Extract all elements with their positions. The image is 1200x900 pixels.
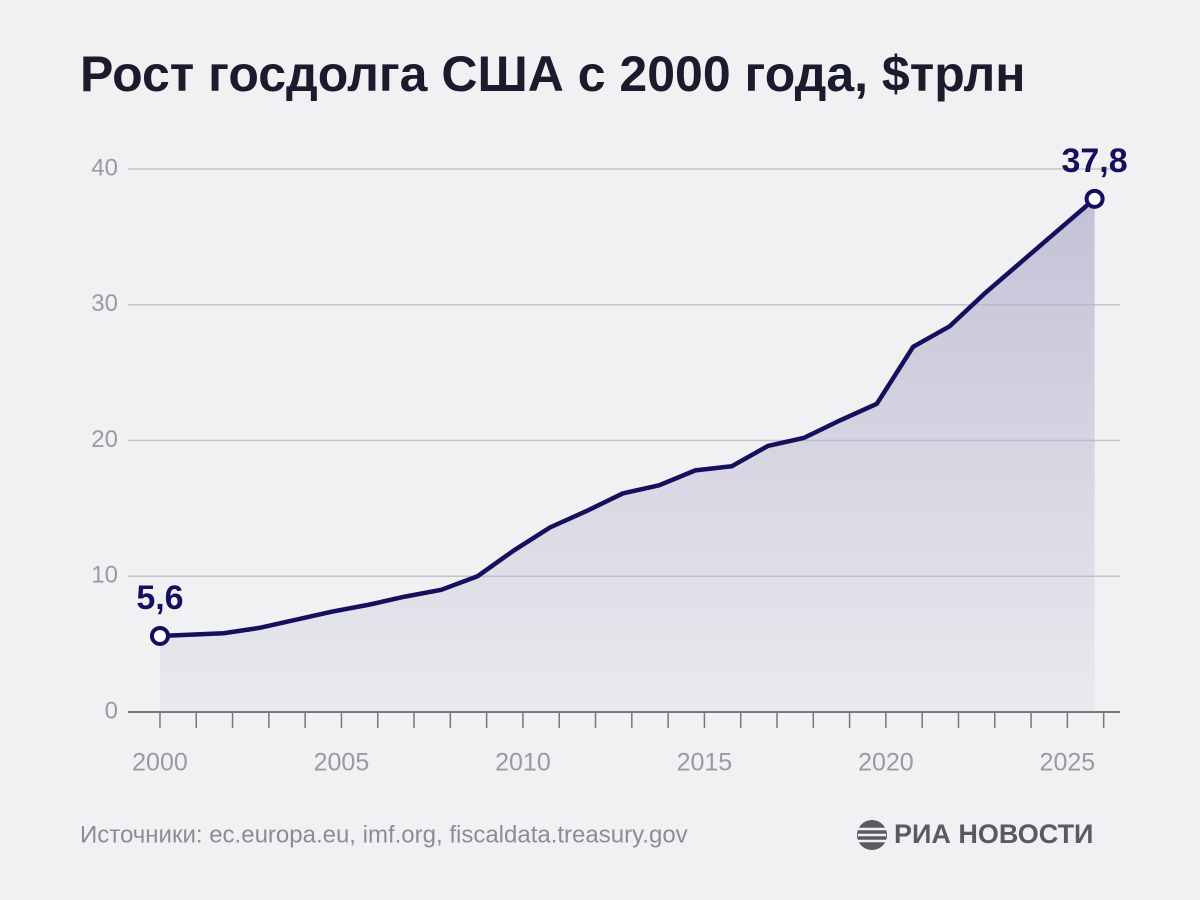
x-tick-label: 2010: [495, 749, 551, 777]
x-tick-label: 2015: [677, 749, 733, 777]
y-tick-label: 30: [91, 290, 118, 317]
logo-stripes: [858, 827, 886, 843]
chart-title: Рост госдолга США с 2000 года, $трлн: [80, 46, 1025, 102]
area-fill: [159, 198, 1095, 713]
y-tick-label: 20: [91, 426, 118, 453]
x-tick-label: 2020: [858, 749, 914, 777]
x-tick-label: 2000: [132, 749, 188, 777]
data-line: [159, 197, 1097, 639]
brand-logo: РИА НОВОСТИ: [857, 819, 1093, 850]
y-tick-label: 0: [105, 697, 118, 724]
point-marker: [1084, 188, 1105, 209]
x-tick-label: 2005: [314, 749, 370, 777]
y-tick-label: 40: [91, 154, 118, 181]
value-label: 5,6: [136, 579, 183, 617]
point-marker: [149, 625, 170, 646]
y-tick-label: 10: [91, 562, 118, 589]
brand-name: РИА НОВОСТИ: [894, 819, 1093, 849]
source-note: Источники: ec.europa.eu, imf.org, fiscal…: [80, 821, 688, 848]
value-label: 37,8: [1061, 142, 1127, 180]
x-tick-label: 2025: [1040, 749, 1096, 777]
